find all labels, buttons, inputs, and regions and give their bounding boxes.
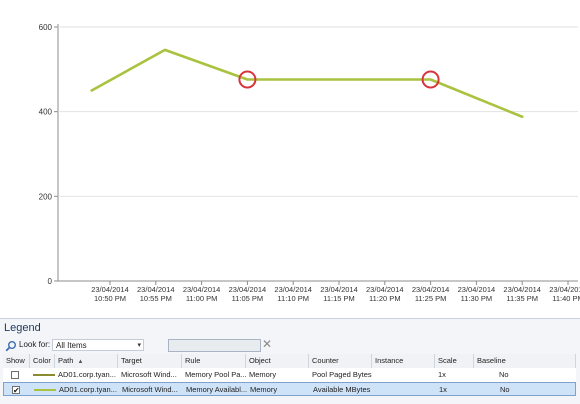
y-tick-label: 600 [39,23,53,32]
x-tick-date-label: 23/04/2014 [412,285,450,294]
instance-cell [376,383,436,397]
series-color-swatch [33,374,55,376]
rule-cell: Memory Pool Pa... [185,368,246,382]
x-tick-date-label: 23/04/2014 [91,285,129,294]
baseline-cell: No [499,368,529,382]
column-header-color[interactable]: Color [30,354,55,368]
x-tick-time-label: 10:55 PM [140,294,172,303]
baseline-cell: No [500,383,530,397]
x-tick-date-label: 23/04/2014 [366,285,404,294]
table-row[interactable]: AD01.corp.tyan... Microsoft Wind... Memo… [3,368,576,383]
x-tick-time-label: 11:05 PM [232,294,264,303]
path-cell: AD01.corp.tyan... [58,368,118,382]
show-checkbox[interactable]: ✔ [12,386,20,394]
table-row[interactable]: ✔ AD01.corp.tyan... Microsoft Wind... Me… [3,382,576,396]
x-tick-date-label: 23/04/2014 [137,285,175,294]
look-for-value: All Items [56,341,87,350]
x-tick-date-label: 23/04/2014 [458,285,496,294]
object-cell: Memory [249,368,309,382]
x-tick-time-label: 10:50 PM [94,294,126,303]
instance-cell [375,368,435,382]
x-tick-date-label: 23/04/2014 [320,285,358,294]
x-tick-date-label: 23/04/2014 [503,285,541,294]
magnifier-icon [5,340,17,352]
show-checkbox[interactable] [11,371,19,379]
dropdown-arrow-icon: ▾ [137,340,141,352]
table-header: Show Color Path ▲ Target Rule Object Coun… [3,354,576,369]
clear-search-icon[interactable]: ✕ [262,337,272,351]
series-color-swatch [34,389,56,391]
x-tick-time-label: 11:15 PM [323,294,355,303]
look-for-dropdown[interactable]: All Items ▾ [52,339,144,351]
rule-cell: Memory Availabl... [186,383,247,397]
x-tick-time-label: 11:00 PM [186,294,218,303]
series-line [92,50,523,117]
y-tick-label: 400 [39,108,53,117]
x-tick-time-label: 11:35 PM [506,294,538,303]
column-header-path[interactable]: Path ▲ [55,354,118,368]
look-for-label: Look for: [19,340,50,349]
column-header-counter[interactable]: Counter [309,354,372,368]
column-header-scale[interactable]: Scale [435,354,474,368]
x-tick-time-label: 11:30 PM [461,294,493,303]
x-tick-date-label: 23/04/2014 [229,285,267,294]
target-cell: Microsoft Wind... [122,383,183,397]
search-input[interactable] [168,339,261,352]
column-header-show[interactable]: Show [3,354,30,368]
x-tick-time-label: 11:20 PM [369,294,401,303]
column-header-target[interactable]: Target [118,354,182,368]
column-header-path-label: Path [58,356,73,365]
counter-cell: Available MBytes [313,383,373,397]
y-tick-label: 0 [48,277,53,286]
scale-cell: 1x [439,383,475,397]
sort-ascending-icon: ▲ [77,359,83,365]
x-tick-date-label: 23/04/2014 [274,285,312,294]
object-cell: Memory [250,383,310,397]
column-header-rule[interactable]: Rule [182,354,246,368]
counter-cell: Pool Paged Bytes [312,368,372,382]
path-cell: AD01.corp.tyan... [59,383,119,397]
column-header-object[interactable]: Object [246,354,309,368]
scale-cell: 1x [438,368,474,382]
x-tick-date-label: 23/04/2014 [183,285,221,294]
x-tick-time-label: 11:40 PM [552,294,580,303]
legend-title: Legend [4,322,41,334]
y-tick-label: 200 [39,192,53,201]
column-header-baseline[interactable]: Baseline [474,354,576,368]
x-tick-time-label: 11:25 PM [415,294,447,303]
column-header-instance[interactable]: Instance [372,354,435,368]
x-tick-time-label: 11:10 PM [277,294,309,303]
x-tick-date-label: 23/04/2014 [549,285,580,294]
target-cell: Microsoft Wind... [121,368,182,382]
